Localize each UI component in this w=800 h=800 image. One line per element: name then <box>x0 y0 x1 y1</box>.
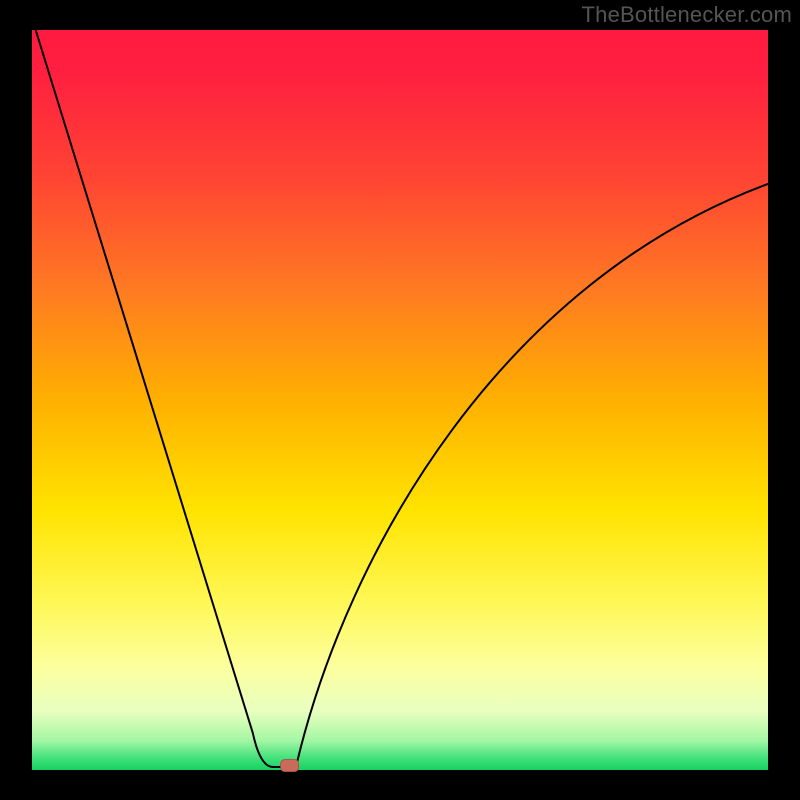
bottleneck-curve <box>36 30 768 767</box>
chart-frame: TheBottlenecker.com <box>0 0 800 800</box>
curve-layer <box>32 30 768 770</box>
minimum-marker <box>281 760 299 772</box>
plot-area <box>32 30 768 770</box>
watermark-text: TheBottlenecker.com <box>582 2 792 28</box>
